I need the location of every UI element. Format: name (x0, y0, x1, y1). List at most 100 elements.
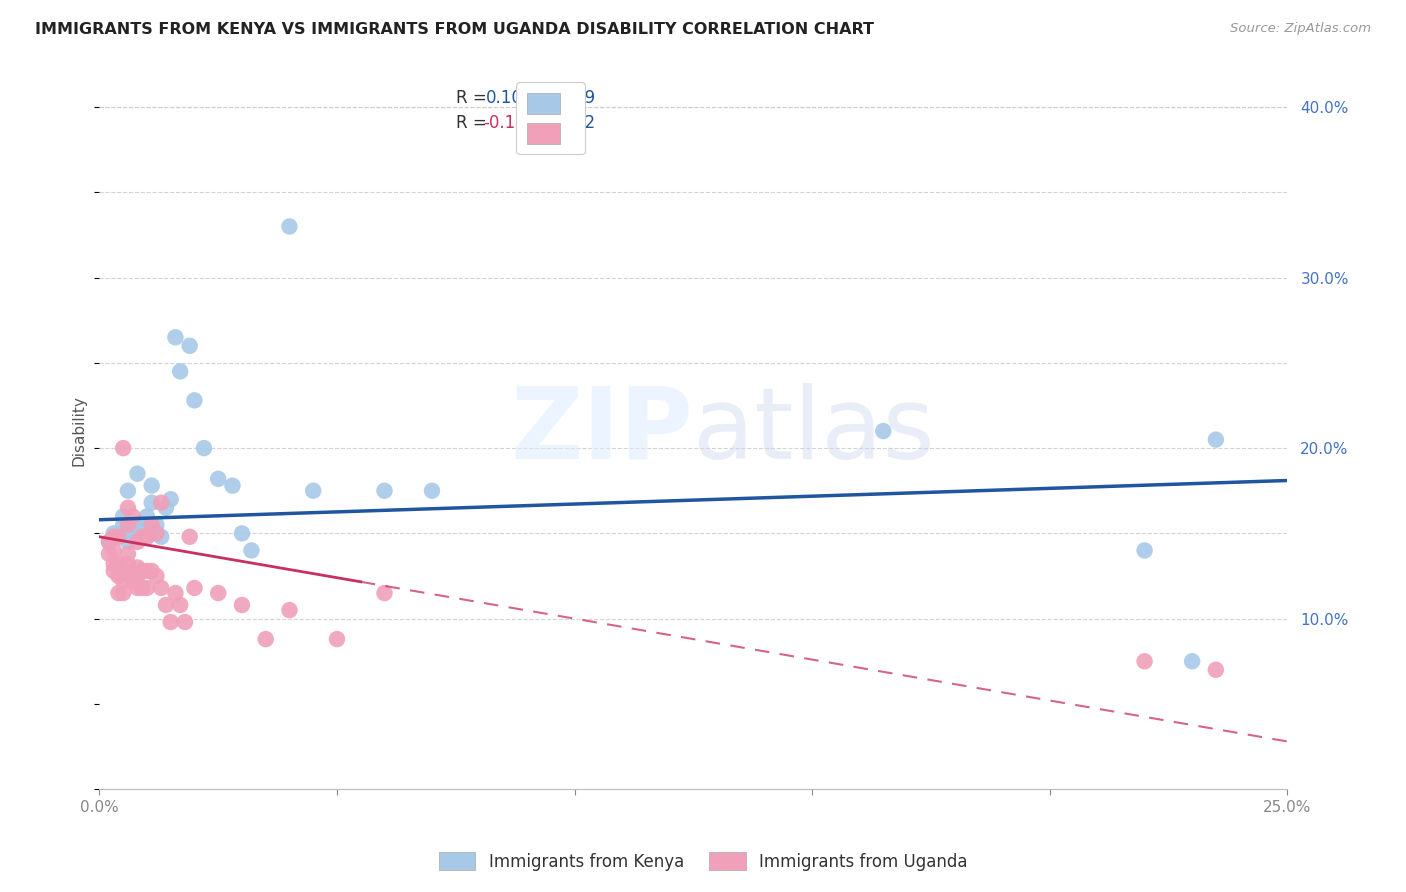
Point (127, 535, 149, 549)
Point (136, 509, 159, 524)
Legend: , : , (516, 82, 585, 154)
Point (155, 500, 177, 515)
Point (1181, 654, 1204, 668)
Point (107, 586, 129, 600)
Point (117, 557, 139, 571)
Point (131, 517, 153, 532)
Point (141, 478, 163, 492)
Point (103, 526, 125, 541)
Point (103, 557, 125, 571)
Point (326, 632, 349, 646)
Point (112, 509, 135, 524)
Point (193, 441, 215, 455)
Text: 0.105: 0.105 (485, 89, 533, 107)
Point (145, 526, 167, 541)
Point (302, 483, 325, 498)
Point (141, 517, 163, 532)
Point (103, 564, 125, 578)
Text: IMMIGRANTS FROM KENYA VS IMMIGRANTS FROM UGANDA DISABILITY CORRELATION CHART: IMMIGRANTS FROM KENYA VS IMMIGRANTS FROM… (35, 22, 875, 37)
Point (112, 441, 135, 455)
Point (254, 632, 277, 646)
Point (107, 569, 129, 583)
Point (127, 560, 149, 574)
Point (127, 569, 149, 583)
Point (145, 526, 167, 541)
Text: Source: ZipAtlas.com: Source: ZipAtlas.com (1230, 22, 1371, 36)
Point (103, 543, 125, 558)
Point (136, 581, 159, 595)
Text: 52: 52 (575, 114, 596, 132)
Point (117, 517, 139, 532)
Point (131, 530, 153, 544)
Point (97, 535, 120, 549)
Point (131, 581, 153, 595)
Point (150, 496, 173, 510)
Point (145, 569, 167, 583)
Point (117, 483, 139, 498)
Point (183, 581, 205, 595)
Point (136, 530, 159, 544)
Point (1205, 433, 1227, 447)
Point (1133, 654, 1156, 668)
Text: N =: N = (544, 114, 576, 132)
Point (145, 517, 167, 532)
Point (117, 547, 139, 561)
Point (107, 530, 129, 544)
Point (207, 472, 229, 486)
Point (373, 483, 395, 498)
Point (112, 586, 135, 600)
Text: 39: 39 (575, 89, 596, 107)
Text: -0.122: -0.122 (484, 114, 537, 132)
Point (117, 500, 139, 515)
Point (1205, 663, 1227, 677)
Point (179, 339, 201, 353)
Point (179, 530, 201, 544)
Point (121, 530, 143, 544)
Text: R =: R = (456, 89, 486, 107)
Point (150, 581, 173, 595)
Point (165, 330, 187, 344)
Point (136, 530, 159, 544)
Point (231, 526, 253, 541)
Point (136, 564, 159, 578)
Point (183, 393, 205, 408)
Point (159, 615, 181, 629)
Point (121, 574, 143, 588)
Text: N =: N = (544, 89, 576, 107)
Point (155, 598, 177, 612)
Point (97, 535, 120, 549)
Point (231, 598, 253, 612)
Point (131, 564, 153, 578)
Text: R =: R = (456, 114, 486, 132)
Point (112, 564, 135, 578)
Text: ZIP: ZIP (510, 383, 693, 480)
Point (107, 557, 129, 571)
Point (127, 581, 149, 595)
Point (169, 598, 191, 612)
Point (127, 523, 149, 537)
Point (240, 543, 263, 558)
Point (207, 586, 229, 600)
Point (373, 586, 395, 600)
Point (121, 509, 143, 524)
Point (112, 517, 135, 532)
Point (136, 517, 159, 532)
Text: atlas: atlas (693, 383, 935, 480)
Point (107, 530, 129, 544)
Point (1133, 543, 1156, 558)
Y-axis label: Disability: Disability (72, 396, 86, 467)
Point (165, 586, 187, 600)
Point (174, 615, 197, 629)
Point (141, 496, 163, 510)
Point (117, 535, 139, 549)
Point (103, 530, 125, 544)
Point (150, 530, 173, 544)
Point (121, 564, 143, 578)
Legend: Immigrants from Kenya, Immigrants from Uganda: Immigrants from Kenya, Immigrants from U… (430, 844, 976, 880)
Point (112, 574, 135, 588)
Point (97, 547, 120, 561)
Point (159, 492, 181, 507)
Point (278, 603, 301, 617)
Point (131, 530, 153, 544)
Point (141, 564, 163, 578)
